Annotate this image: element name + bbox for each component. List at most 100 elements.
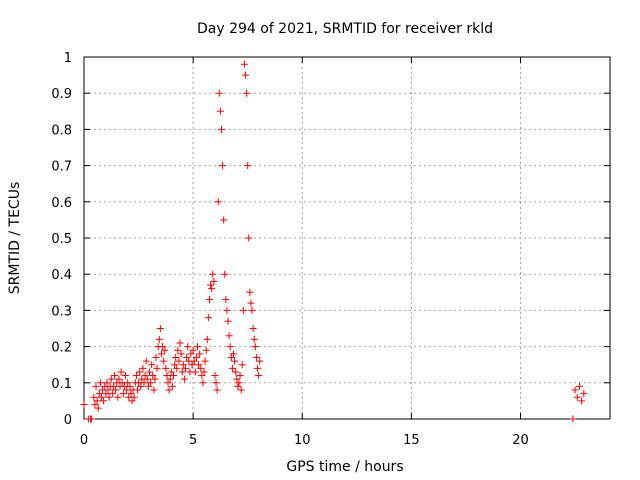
data-point-marker <box>92 382 100 390</box>
data-point-marker <box>176 339 184 347</box>
data-point-marker <box>212 379 220 387</box>
data-point-marker <box>211 372 219 380</box>
data-point-marker <box>90 393 98 401</box>
data-point-marker <box>223 306 231 314</box>
data-point-marker <box>198 372 206 380</box>
data-point-marker <box>573 393 581 401</box>
axis-ticks <box>83 56 610 420</box>
data-point-marker <box>179 361 187 369</box>
data-point-marker <box>164 379 172 387</box>
data-point-marker <box>140 379 148 387</box>
data-point-marker <box>213 386 221 394</box>
data-point-marker <box>227 353 235 361</box>
y-tick-label: 0.7 <box>51 160 72 175</box>
data-point-marker <box>100 397 108 405</box>
x-tick-label: 0 <box>80 433 88 448</box>
data-point-marker <box>218 125 226 133</box>
data-point-marker <box>220 216 228 224</box>
data-point-marker <box>252 353 260 361</box>
data-point-marker <box>147 379 155 387</box>
y-tick-label: 0.2 <box>51 341 72 356</box>
data-point-marker <box>249 325 257 332</box>
data-point-marker <box>228 364 236 372</box>
data-point-marker <box>177 350 185 358</box>
data-point-marker <box>209 270 217 278</box>
y-axis-title: SRMTID / TECUs <box>7 182 23 295</box>
data-point-marker <box>199 379 207 387</box>
data-point-marker <box>222 296 230 304</box>
data-point-marker <box>136 368 144 376</box>
data-point-marker <box>173 364 181 372</box>
data-point-marker <box>160 357 168 365</box>
y-tick-labels: 0 0.1 0.2 0.3 0.4 0.5 0.6 0.7 0.8 0.9 1 <box>51 51 72 428</box>
data-point-marker <box>145 368 153 376</box>
data-point-marker <box>190 357 198 365</box>
data-point-marker <box>88 415 96 423</box>
data-point-marker <box>141 372 149 380</box>
data-point-marker <box>156 325 164 332</box>
data-point-marker <box>224 317 232 325</box>
data-point-marker <box>240 60 248 68</box>
data-point-marker <box>175 357 183 365</box>
data-point-marker <box>232 368 240 376</box>
data-point-marker <box>200 368 208 376</box>
y-tick-label: 0 <box>64 413 72 428</box>
data-point-marker <box>239 306 247 314</box>
data-point-marker <box>172 353 180 361</box>
data-point-marker <box>161 346 169 354</box>
data-point-marker <box>221 270 229 278</box>
data-point-marker <box>233 375 241 383</box>
x-tick-label: 15 <box>403 433 420 448</box>
data-point-marker <box>250 335 258 343</box>
data-point-marker <box>226 343 234 351</box>
data-point-marker <box>246 288 254 296</box>
data-point-marker <box>123 386 131 394</box>
y-tick-label: 0.9 <box>51 87 72 102</box>
data-point-marker <box>202 346 210 354</box>
data-point-marker <box>235 379 243 387</box>
data-point-marker <box>578 397 586 405</box>
data-point-marker <box>178 368 186 376</box>
data-point-marker <box>255 372 263 380</box>
data-point-marker <box>94 404 102 412</box>
data-point-marker <box>167 368 175 376</box>
data-point-marker <box>192 353 200 361</box>
data-point-marker <box>152 353 160 361</box>
data-point-marker <box>189 346 197 354</box>
data-point-marker <box>208 285 216 293</box>
data-markers <box>80 60 588 423</box>
data-point-marker <box>580 390 588 398</box>
data-point-marker <box>163 372 171 380</box>
data-point-marker <box>188 361 196 369</box>
data-point-marker <box>114 393 122 401</box>
x-axis-title: GPS time / hours <box>286 459 403 475</box>
data-point-marker <box>254 364 262 372</box>
data-point-marker <box>150 386 158 394</box>
data-point-marker <box>109 382 117 390</box>
data-point-marker <box>204 314 212 322</box>
data-point-marker <box>203 335 211 343</box>
data-point-marker <box>133 386 141 394</box>
data-point-marker <box>108 390 116 398</box>
data-point-marker <box>181 364 189 372</box>
data-point-marker <box>80 401 88 409</box>
data-point-marker <box>102 390 110 398</box>
data-point-marker <box>187 350 195 358</box>
data-point-marker <box>210 277 218 285</box>
data-point-marker <box>230 350 238 358</box>
data-point-marker <box>171 361 179 369</box>
chart-title: Day 294 of 2021, SRMTID for receiver rkl… <box>197 21 493 37</box>
data-point-marker <box>248 306 256 314</box>
data-point-marker <box>162 364 170 372</box>
data-point-marker <box>139 364 147 372</box>
data-point-marker <box>121 372 129 380</box>
data-point-marker <box>219 162 227 170</box>
data-point-marker <box>242 71 250 79</box>
data-point-marker <box>191 368 199 376</box>
data-point-marker <box>215 89 223 97</box>
data-point-marker <box>183 353 191 361</box>
data-point-marker <box>234 382 242 390</box>
data-point-marker <box>256 357 264 365</box>
data-point-marker <box>111 372 119 380</box>
